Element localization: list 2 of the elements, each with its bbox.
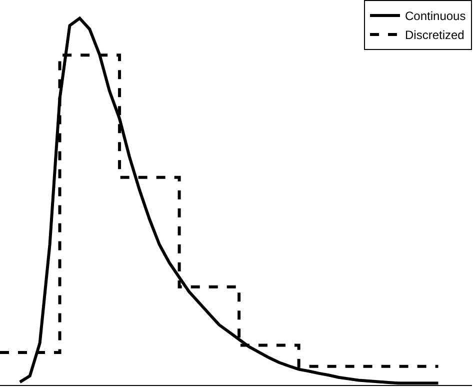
legend-label: Continuous [405,9,466,24]
legend-label: Discretized [405,28,464,42]
